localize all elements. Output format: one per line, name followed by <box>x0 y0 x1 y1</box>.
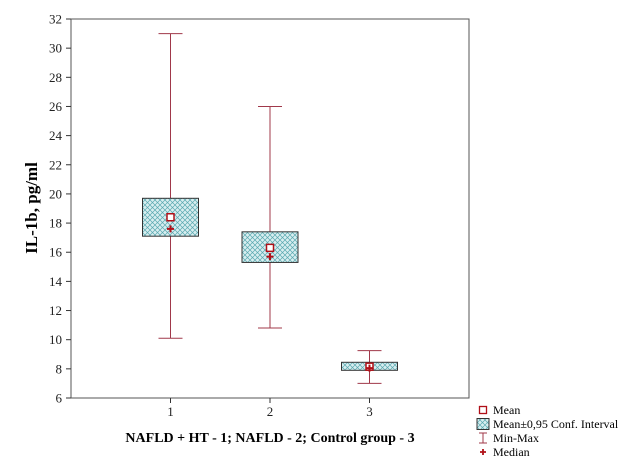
group-2 <box>241 105 299 329</box>
plot-marks <box>142 33 398 384</box>
y-tick-label: 22 <box>49 157 62 172</box>
median-marker <box>366 364 373 372</box>
x-tick-label: 3 <box>366 404 373 419</box>
legend-minmax-icon <box>479 432 487 444</box>
y-axis-title: IL-1b, pg/ml <box>22 162 41 254</box>
y-tick-label: 14 <box>49 274 63 289</box>
y-tick-label: 6 <box>56 391 63 406</box>
group-3 <box>341 350 398 384</box>
x-axis-title: NAFLD + HT - 1; NAFLD - 2; Control group… <box>125 431 414 446</box>
y-tick-label: 8 <box>56 361 63 376</box>
y-tick-label: 18 <box>49 216 62 231</box>
x-tick-label: 1 <box>167 404 174 419</box>
legend-median-icon <box>480 449 486 455</box>
legend-label: Mean±0,95 Conf. Interval <box>493 417 619 431</box>
y-tick-label: 24 <box>49 128 63 143</box>
y-axis: 6 8 10 12 14 16 18 20 22 24 26 28 30 32 <box>49 12 71 406</box>
x-tick-label: 2 <box>267 404 274 419</box>
y-tick-label: 12 <box>49 303 62 318</box>
y-tick-label: 10 <box>49 332 62 347</box>
legend-label: Min-Max <box>493 431 539 445</box>
legend-ci-icon <box>476 418 490 430</box>
y-tick-label: 32 <box>49 12 62 27</box>
x-axis: 1 2 3 <box>167 398 373 419</box>
legend-mean-icon <box>478 405 488 415</box>
mean-marker <box>265 243 275 253</box>
y-tick-label: 16 <box>49 245 63 260</box>
median-marker <box>266 253 274 261</box>
y-tick-label: 26 <box>49 99 63 114</box>
legend-label: Median <box>493 445 530 459</box>
mean-marker <box>166 212 175 222</box>
median-marker <box>167 225 174 233</box>
y-tick-label: 20 <box>49 186 62 201</box>
group-1 <box>142 33 199 339</box>
y-tick-label: 28 <box>49 70 62 85</box>
y-tick-label: 30 <box>49 41 62 56</box>
legend-label: Mean <box>493 403 520 417</box>
